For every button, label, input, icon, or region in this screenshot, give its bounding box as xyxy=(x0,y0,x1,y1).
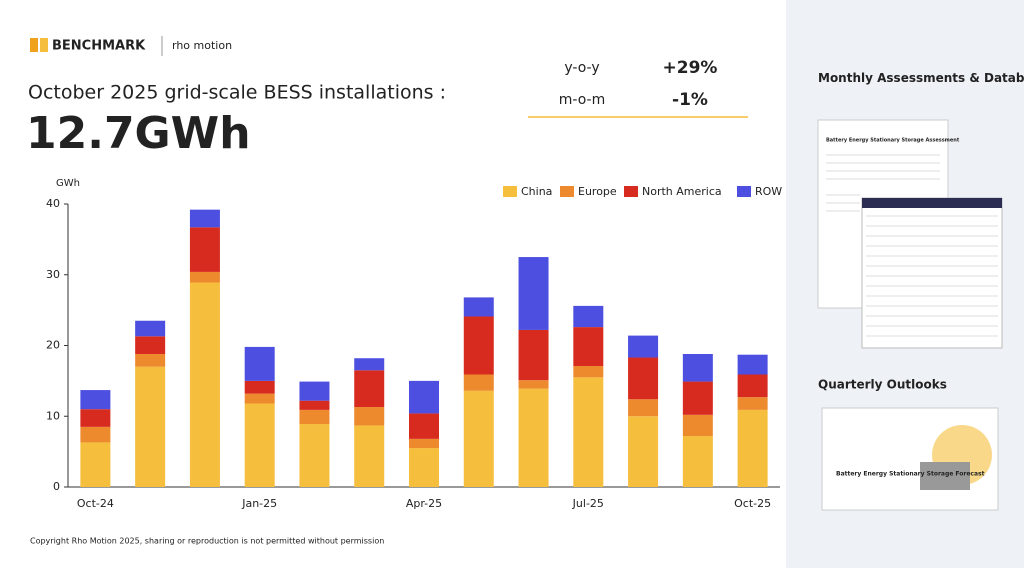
legend-swatch xyxy=(737,186,751,197)
headline: 12.7GWh xyxy=(26,108,251,159)
y-axis-label: GWh xyxy=(56,178,80,189)
doc-lines xyxy=(826,154,940,212)
bar-segment xyxy=(299,409,330,425)
y-tick-label: 0 xyxy=(53,480,60,493)
bar-segment xyxy=(244,346,275,381)
bar-segment xyxy=(573,377,604,487)
doc-header xyxy=(862,198,1002,208)
bar-segment xyxy=(299,424,330,487)
bar-segment xyxy=(628,357,659,400)
bar-segment xyxy=(80,426,111,443)
legend-label: ROW xyxy=(755,185,782,198)
bar-segment xyxy=(682,436,713,487)
x-tick-label: Oct-25 xyxy=(734,497,771,510)
bar-segment xyxy=(628,416,659,487)
bar-segment xyxy=(518,257,549,330)
bar-segment xyxy=(244,403,275,487)
bar-segment xyxy=(80,409,111,427)
bar-segment xyxy=(682,381,713,415)
y-tick-label: 40 xyxy=(46,197,60,210)
bar-segment xyxy=(409,438,439,449)
legend-label: China xyxy=(521,185,552,198)
legend-swatch xyxy=(624,186,638,197)
bar-segment xyxy=(463,316,494,375)
y-tick-label: 20 xyxy=(46,339,60,352)
legend-label: Europe xyxy=(578,185,617,198)
bar-segment xyxy=(628,335,659,358)
bar-segment xyxy=(354,358,385,371)
bar-segment xyxy=(189,227,220,272)
legend-swatch xyxy=(503,186,517,197)
bar-segment xyxy=(135,366,166,487)
bar-segment xyxy=(463,390,494,487)
bar-segment xyxy=(573,366,604,378)
bar-segment xyxy=(354,407,385,426)
doc-title: Battery Energy Stationary Storage Assess… xyxy=(826,138,960,144)
bar-segment xyxy=(135,353,166,367)
y-tick-label: 30 xyxy=(46,268,60,281)
bar-segment xyxy=(573,305,604,328)
doc-title: Battery Energy Stationary Storage Foreca… xyxy=(836,471,985,478)
x-tick-label: Jan-25 xyxy=(241,497,277,510)
legend-label: North America xyxy=(642,185,722,198)
brand: BENCHMARK xyxy=(52,39,146,54)
bar-segment xyxy=(299,381,330,401)
bar-segment xyxy=(737,354,768,375)
bar-segment xyxy=(628,399,659,417)
x-tick-label: Apr-25 xyxy=(406,497,442,510)
sidebar-heading: Quarterly Outlooks xyxy=(818,378,947,392)
bar-segment xyxy=(189,209,220,228)
bar-segment xyxy=(189,271,220,283)
bar-segment xyxy=(518,329,549,381)
title: October 2025 grid-scale BESS installatio… xyxy=(28,82,446,104)
bar-segment xyxy=(80,442,111,487)
bar-segment xyxy=(244,393,275,404)
bar-segment xyxy=(463,297,494,317)
bar-segment xyxy=(409,448,439,487)
bar-segment xyxy=(682,414,713,437)
bar-segment xyxy=(135,320,166,337)
logo-mark xyxy=(40,38,48,52)
bar-segment xyxy=(518,380,549,389)
bar-segment xyxy=(518,388,549,487)
bar-segment xyxy=(244,380,275,394)
bar-segment xyxy=(80,390,111,410)
bar-segment xyxy=(189,282,220,487)
sidebar-heading: Monthly Assessments & Database xyxy=(818,71,1024,85)
bar-segment xyxy=(463,374,494,391)
bar-segment xyxy=(354,370,385,408)
bar-segment xyxy=(409,413,439,439)
y-tick-label: 10 xyxy=(46,409,60,422)
bar-segment xyxy=(737,374,768,398)
logo-mark xyxy=(30,38,38,52)
doc-thumbnail xyxy=(861,197,1003,349)
stat-value: -1% xyxy=(672,90,708,110)
bar-segment xyxy=(682,353,713,382)
sidebar-heading-text: Monthly Assessments & Database xyxy=(818,71,1024,85)
bar-segment xyxy=(737,397,768,410)
footer: Copyright Rho Motion 2025, sharing or re… xyxy=(30,537,384,546)
partner: rho motion xyxy=(172,39,232,52)
bar-segment xyxy=(409,380,439,414)
bar-segment xyxy=(135,336,166,354)
bar-segment xyxy=(737,409,768,487)
logo xyxy=(30,38,48,52)
stat-value: +29% xyxy=(663,58,718,78)
doc-lines xyxy=(866,215,998,337)
stat-label: m-o-m xyxy=(559,92,605,108)
x-tick-label: Oct-24 xyxy=(77,497,114,510)
x-tick-label: Jul-25 xyxy=(572,497,604,510)
bar-segment xyxy=(354,425,385,487)
stat-label: y-o-y xyxy=(564,60,599,76)
legend-swatch xyxy=(560,186,574,197)
bar-segment xyxy=(299,400,330,410)
bar-segment xyxy=(573,327,604,367)
doc-graphic xyxy=(920,462,970,490)
